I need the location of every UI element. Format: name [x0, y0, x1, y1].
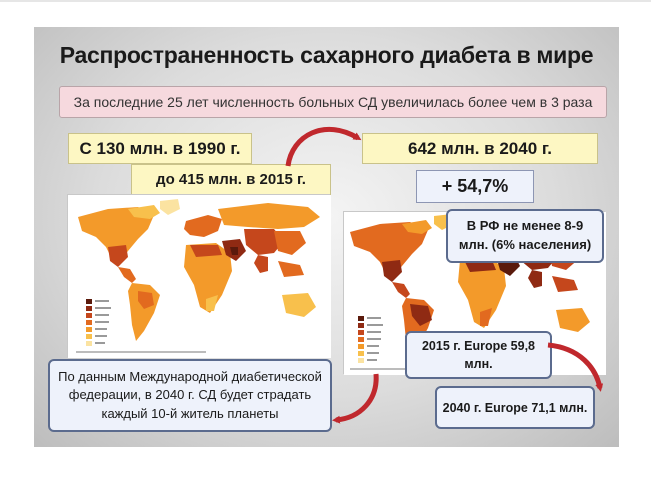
russia-callout: В РФ не менее 8-9 млн. (6% населения) — [446, 209, 604, 263]
russia-callout-line2: млн. (6% населения) — [458, 237, 592, 252]
europe-2040-callout: 2040 г. Europe 71,1 млн. — [435, 386, 595, 429]
russia-callout-line1: В РФ не менее 8-9 — [466, 218, 584, 234]
stat-2040-box: 642 млн. в 2040 г. — [362, 133, 598, 164]
world-map-2015 — [67, 194, 331, 358]
stat-1990-box: С 130 млн. в 1990 г. — [68, 133, 252, 164]
growth-percent-box: + 54,7% — [416, 170, 534, 203]
europe-2015-line2: млн. — [464, 357, 493, 371]
summary-banner: За последние 25 лет численность больных … — [59, 86, 607, 118]
map-legend — [86, 299, 111, 346]
idf-note-line2: федерации, в 2040 г. СД будет страдать — [68, 387, 312, 403]
page-top-divider — [0, 0, 651, 2]
europe-2015-line1: 2015 г. Europe 59,8 — [421, 338, 536, 353]
idf-note-line1: По данным Международной диабетической — [58, 368, 322, 384]
slide-title: Распространенность сахарного диабета в м… — [59, 42, 594, 68]
idf-note-line3: каждый 10-й житель планеты — [101, 405, 279, 421]
stat-2015-box: до 415 млн. в 2015 г. — [131, 164, 331, 195]
world-map-2015-image — [68, 195, 331, 358]
map-legend — [358, 316, 383, 363]
idf-note-box: По данным Международной диабетической фе… — [48, 359, 332, 432]
europe-2015-callout: 2015 г. Europe 59,8 млн. — [405, 331, 552, 379]
